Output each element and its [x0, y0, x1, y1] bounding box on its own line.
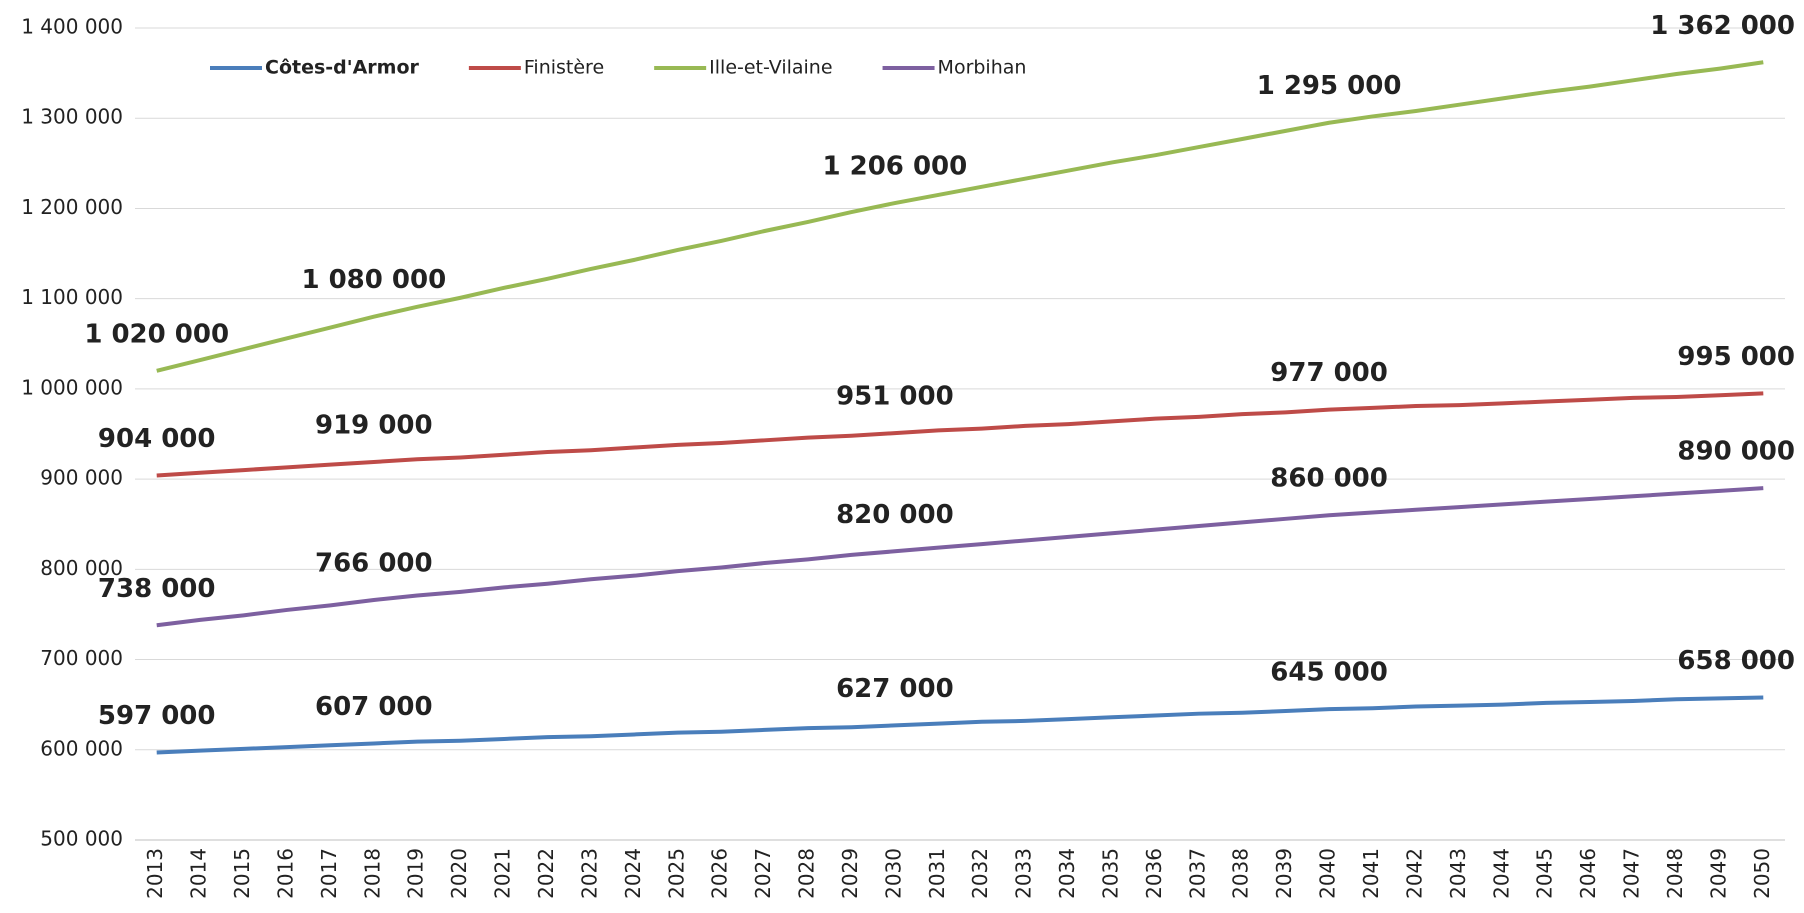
x-tick-label: 2021: [491, 848, 515, 899]
data-label: 627 000: [836, 674, 954, 704]
y-tick-label: 900 000: [40, 466, 123, 490]
legend-label: Ille-et-Vilaine: [709, 57, 832, 79]
y-tick-label: 500 000: [40, 827, 123, 851]
data-label: 1 206 000: [822, 152, 967, 182]
data-label: 766 000: [315, 549, 433, 579]
x-tick-label: 2032: [968, 848, 992, 899]
data-label: 658 000: [1677, 646, 1795, 676]
x-tick-label: 2045: [1533, 848, 1557, 899]
data-label: 597 000: [98, 701, 216, 731]
x-tick-label: 2046: [1576, 848, 1600, 899]
x-tick-label: 2037: [1185, 848, 1209, 899]
data-label: 1 080 000: [301, 265, 446, 295]
data-label: 820 000: [836, 500, 954, 530]
x-tick-label: 2027: [751, 848, 775, 899]
data-label: 645 000: [1270, 658, 1388, 688]
x-tick-label: 2040: [1316, 848, 1340, 899]
data-label: 977 000: [1270, 358, 1388, 388]
y-tick-label: 700 000: [40, 646, 123, 670]
x-tick-label: 2030: [881, 848, 905, 899]
x-tick-label: 2038: [1229, 848, 1253, 899]
x-tick-label: 2044: [1489, 848, 1513, 899]
y-tick-label: 1 200 000: [21, 195, 123, 219]
x-tick-label: 2042: [1402, 848, 1426, 899]
x-tick-label: 2033: [1012, 848, 1036, 899]
x-tick-label: 2041: [1359, 848, 1383, 899]
x-tick-label: 2036: [1142, 848, 1166, 899]
data-label: 1 020 000: [84, 319, 229, 349]
x-tick-label: 2047: [1620, 848, 1644, 899]
x-tick-label: 2039: [1272, 848, 1296, 899]
data-label: 607 000: [315, 692, 433, 722]
x-tick-label: 2028: [795, 848, 819, 899]
x-tick-label: 2018: [360, 848, 384, 899]
x-tick-label: 2031: [925, 848, 949, 899]
x-tick-label: 2026: [708, 848, 732, 899]
y-tick-label: 1 000 000: [21, 375, 123, 399]
x-tick-label: 2048: [1663, 848, 1687, 899]
y-tick-label: 1 300 000: [21, 105, 123, 129]
series-line: [156, 60, 1764, 373]
legend-label: Côtes-d'Armor: [265, 57, 420, 79]
y-tick-label: 800 000: [40, 556, 123, 580]
data-label: 890 000: [1677, 437, 1795, 467]
data-label: 738 000: [98, 574, 216, 604]
x-tick-label: 2016: [273, 848, 297, 899]
x-tick-label: 2020: [447, 848, 471, 899]
data-label: 860 000: [1270, 464, 1388, 494]
x-tick-label: 2025: [664, 848, 688, 899]
data-label: 919 000: [315, 410, 433, 440]
data-label: 951 000: [836, 382, 954, 412]
legend-label: Morbihan: [938, 57, 1027, 79]
x-tick-label: 2023: [577, 848, 601, 899]
x-tick-label: 2015: [230, 848, 254, 899]
y-tick-label: 1 100 000: [21, 285, 123, 309]
series-line: [156, 391, 1764, 478]
x-tick-label: 2049: [1706, 848, 1730, 899]
x-tick-label: 2019: [404, 848, 428, 899]
legend-label: Finistère: [524, 57, 604, 79]
data-label: 995 000: [1677, 342, 1795, 372]
x-tick-label: 2035: [1098, 848, 1122, 899]
y-tick-label: 600 000: [40, 736, 123, 760]
x-tick-label: 2043: [1446, 848, 1470, 899]
x-tick-label: 2013: [143, 848, 167, 899]
x-tick-label: 2014: [187, 848, 211, 899]
x-tick-label: 2022: [534, 848, 558, 899]
data-label: 1 295 000: [1257, 71, 1402, 101]
y-tick-label: 1 400 000: [21, 15, 123, 39]
series-line: [156, 486, 1764, 628]
data-label: 1 362 000: [1650, 11, 1795, 41]
x-tick-label: 2017: [317, 848, 341, 899]
series-line: [156, 695, 1764, 755]
x-tick-label: 2024: [621, 848, 645, 899]
x-tick-label: 2029: [838, 848, 862, 899]
data-label: 904 000: [98, 424, 216, 454]
x-tick-label: 2034: [1055, 848, 1079, 899]
x-tick-label: 2050: [1750, 848, 1774, 899]
